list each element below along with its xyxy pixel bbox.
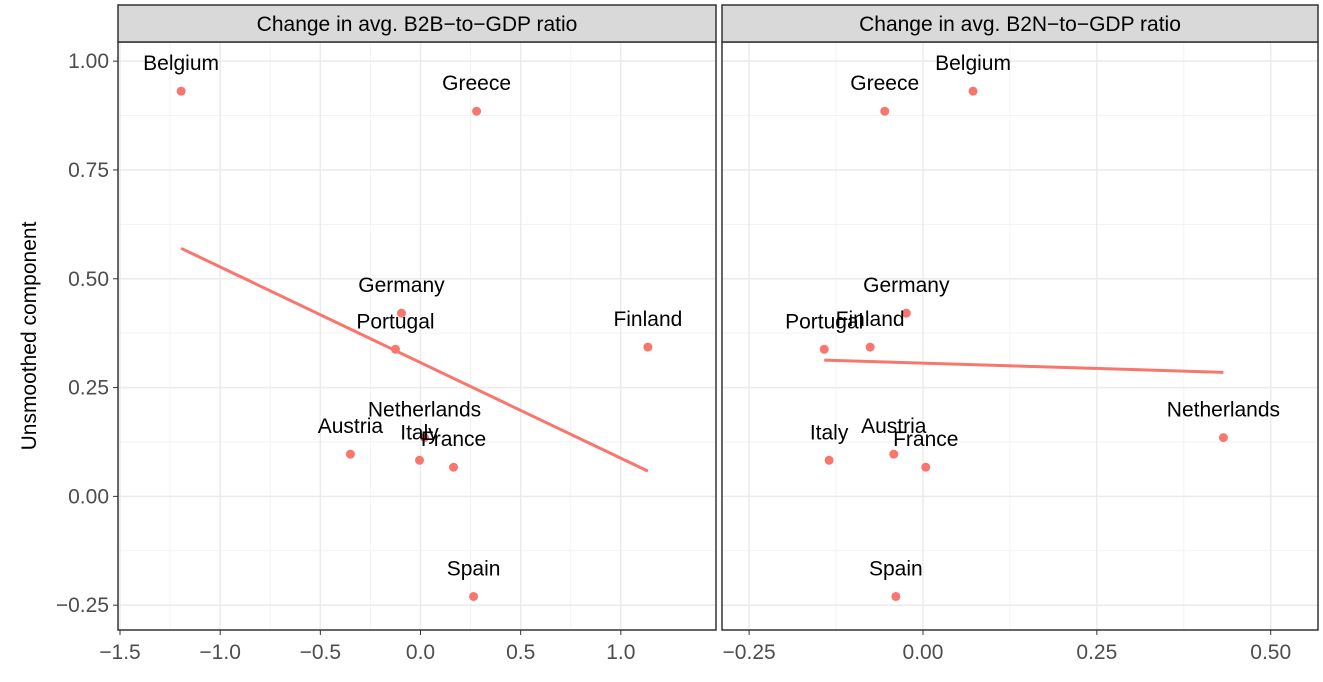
point-label: Greece — [442, 72, 511, 95]
point — [469, 591, 479, 601]
point — [472, 106, 482, 116]
point — [819, 344, 829, 354]
point-label: Germany — [863, 274, 950, 297]
point-label: Germany — [358, 274, 445, 297]
point-label: Greece — [850, 72, 919, 95]
point — [396, 308, 406, 318]
point-label: Portugal — [356, 310, 434, 333]
y-axis-label: Unsmoothed component — [18, 221, 41, 450]
x-tick-label: 0.0 — [406, 641, 435, 664]
fit-line — [180, 246, 649, 473]
point-label: Belgium — [143, 52, 219, 75]
plot-background — [118, 42, 716, 630]
y-tick-label: 0.25 — [68, 377, 109, 400]
y-tick-label: 0.50 — [68, 268, 109, 291]
point-label: Finland — [836, 308, 905, 331]
x-tick-label: −0.5 — [300, 641, 341, 664]
x-tick-label: −1.0 — [199, 641, 240, 664]
point — [1218, 433, 1228, 443]
point-label: Portugal — [785, 310, 863, 333]
point-label: Italy — [810, 421, 849, 444]
point-label: France — [893, 428, 958, 451]
x-tick-label: 0.00 — [903, 641, 944, 664]
point-label: Finland — [613, 308, 682, 331]
y-tick-label: −0.25 — [56, 594, 109, 617]
point — [891, 591, 901, 601]
y-tick-label: 1.00 — [68, 50, 109, 73]
point — [901, 308, 911, 318]
point — [865, 342, 875, 352]
point-label: Spain — [869, 557, 923, 580]
point-label: Austria — [861, 415, 927, 438]
y-tick-label: 0.00 — [68, 485, 109, 508]
plot-background — [722, 42, 1318, 630]
fit-line — [824, 358, 1224, 374]
point-label: Austria — [318, 415, 384, 438]
point — [449, 462, 459, 472]
x-tick-label: 0.5 — [506, 641, 535, 664]
point — [345, 449, 355, 459]
point — [880, 106, 890, 116]
strip-title: Change in avg. B2B−to−GDP ratio — [257, 13, 578, 36]
point — [420, 433, 430, 443]
point — [824, 455, 834, 465]
point — [921, 462, 931, 472]
strip — [117, 4, 717, 43]
point-label: Italy — [400, 421, 439, 444]
x-tick-label: −0.25 — [723, 641, 776, 664]
point-label: Netherlands — [368, 399, 481, 422]
x-tick-label: 0.50 — [1250, 641, 1291, 664]
strip — [721, 4, 1319, 43]
point — [889, 449, 899, 459]
x-tick-label: 0.25 — [1076, 641, 1117, 664]
point — [968, 86, 978, 96]
point-label: France — [421, 428, 486, 451]
x-tick-label: −1.5 — [99, 641, 140, 664]
point — [415, 455, 425, 465]
y-tick-label: 0.75 — [68, 159, 109, 182]
point — [643, 342, 653, 352]
strip-title: Change in avg. B2N−to−GDP ratio — [859, 13, 1181, 36]
point — [390, 344, 400, 354]
point-label: Belgium — [935, 52, 1011, 75]
point — [176, 86, 186, 96]
x-tick-label: 1.0 — [606, 641, 635, 664]
point-label: Spain — [447, 557, 501, 580]
point-label: Netherlands — [1167, 399, 1280, 422]
